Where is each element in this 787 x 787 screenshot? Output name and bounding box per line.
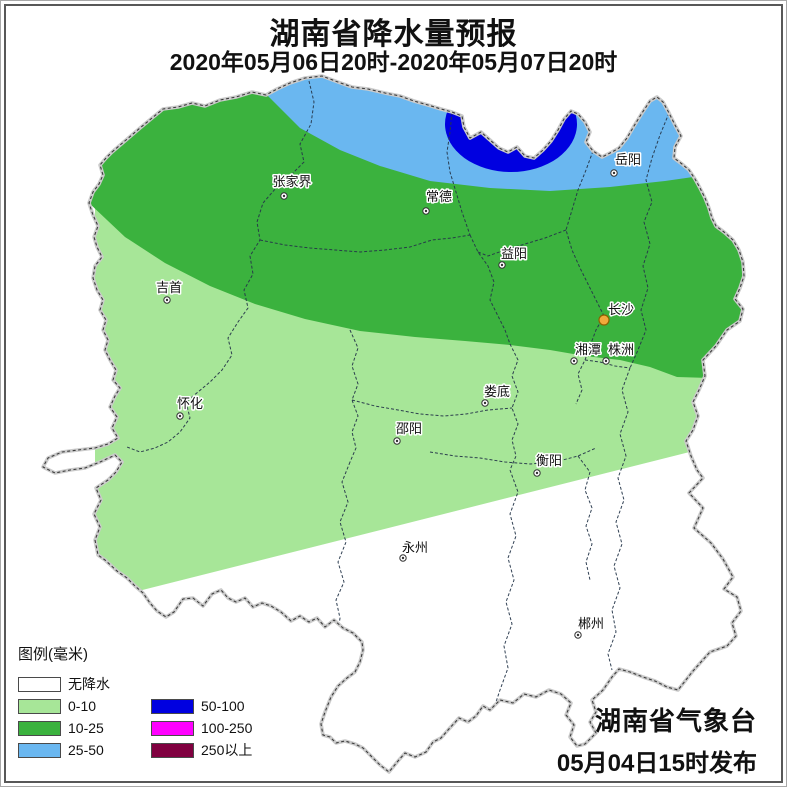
source-block: 湖南省气象台 05月04日15时发布 [557,701,757,778]
legend-swatch-50-100 [151,698,194,714]
page-title: 湖南省降水量预报 [269,18,518,51]
city-hengyang: 衡阳 [533,452,564,477]
city-label: 张家界 [272,174,311,189]
city-zhuzhou: 株洲 [602,341,636,365]
city-huaihua: 怀化 [175,395,205,420]
legend-label-100-250: 100-250 [201,720,253,736]
city-label: 邵阳 [396,421,422,436]
city-zhangjiajie: 张家界 [271,173,313,200]
legend-label-25-50: 25-50 [68,742,104,758]
legend-label-0-10: 0-10 [68,698,97,714]
city-label: 怀化 [177,396,203,411]
legend-title: 图例(毫米) [18,646,88,663]
city-label: 吉首 [156,280,182,295]
city-label: 岳阳 [615,152,641,167]
city-label: 常德 [426,189,452,204]
city-label: 郴州 [578,616,604,631]
forecast-period: 2020年05月06日20时-2020年05月07日20时 [169,49,618,75]
legend-swatch-25-50 [18,742,61,758]
legend-swatch-250-plus [151,742,194,758]
city-xiangtan: 湘潭 [570,341,603,365]
legend-label-250-plus: 250以上 [201,742,253,758]
legend-label-50-100: 50-100 [201,698,245,714]
city-label: 永州 [402,540,428,555]
city-yueyang: 岳阳 [610,151,643,177]
legend-swatch-10-25 [18,720,61,736]
city-label: 娄底 [484,384,510,399]
city-yiyang: 益阳 [498,245,529,269]
city-chenzhou: 郴州 [574,615,606,639]
district-boundaries [126,80,670,706]
city-label: 益阳 [501,246,527,261]
city-label: 株洲 [608,342,634,357]
city-shaoyang: 邵阳 [393,420,424,445]
legend-label-none: 无降水 [68,676,110,692]
source-agency: 湖南省气象台 [594,706,757,736]
city-label: 湘潭 [575,342,601,357]
city-jishou: 吉首 [154,279,184,304]
city-changde: 常德 [422,188,454,215]
city-changsha: 长沙 [598,301,636,326]
legend: 图例(毫米) 无降水 0-10 50-100 10-25 100-250 25-… [18,643,281,761]
legend-label-10-25: 10-25 [68,720,104,736]
city-loudi: 娄底 [481,383,512,407]
city-label: 衡阳 [536,453,562,468]
city-yongzhou: 永州 [399,539,430,562]
capital-marker [598,314,610,326]
legend-swatch-100-250 [151,720,194,736]
legend-swatch-0-10 [18,698,61,714]
legend-swatch-none [18,676,61,692]
source-issued-time: 05月04日15时发布 [556,750,757,777]
province-border [42,75,745,773]
city-label: 长沙 [608,302,634,317]
